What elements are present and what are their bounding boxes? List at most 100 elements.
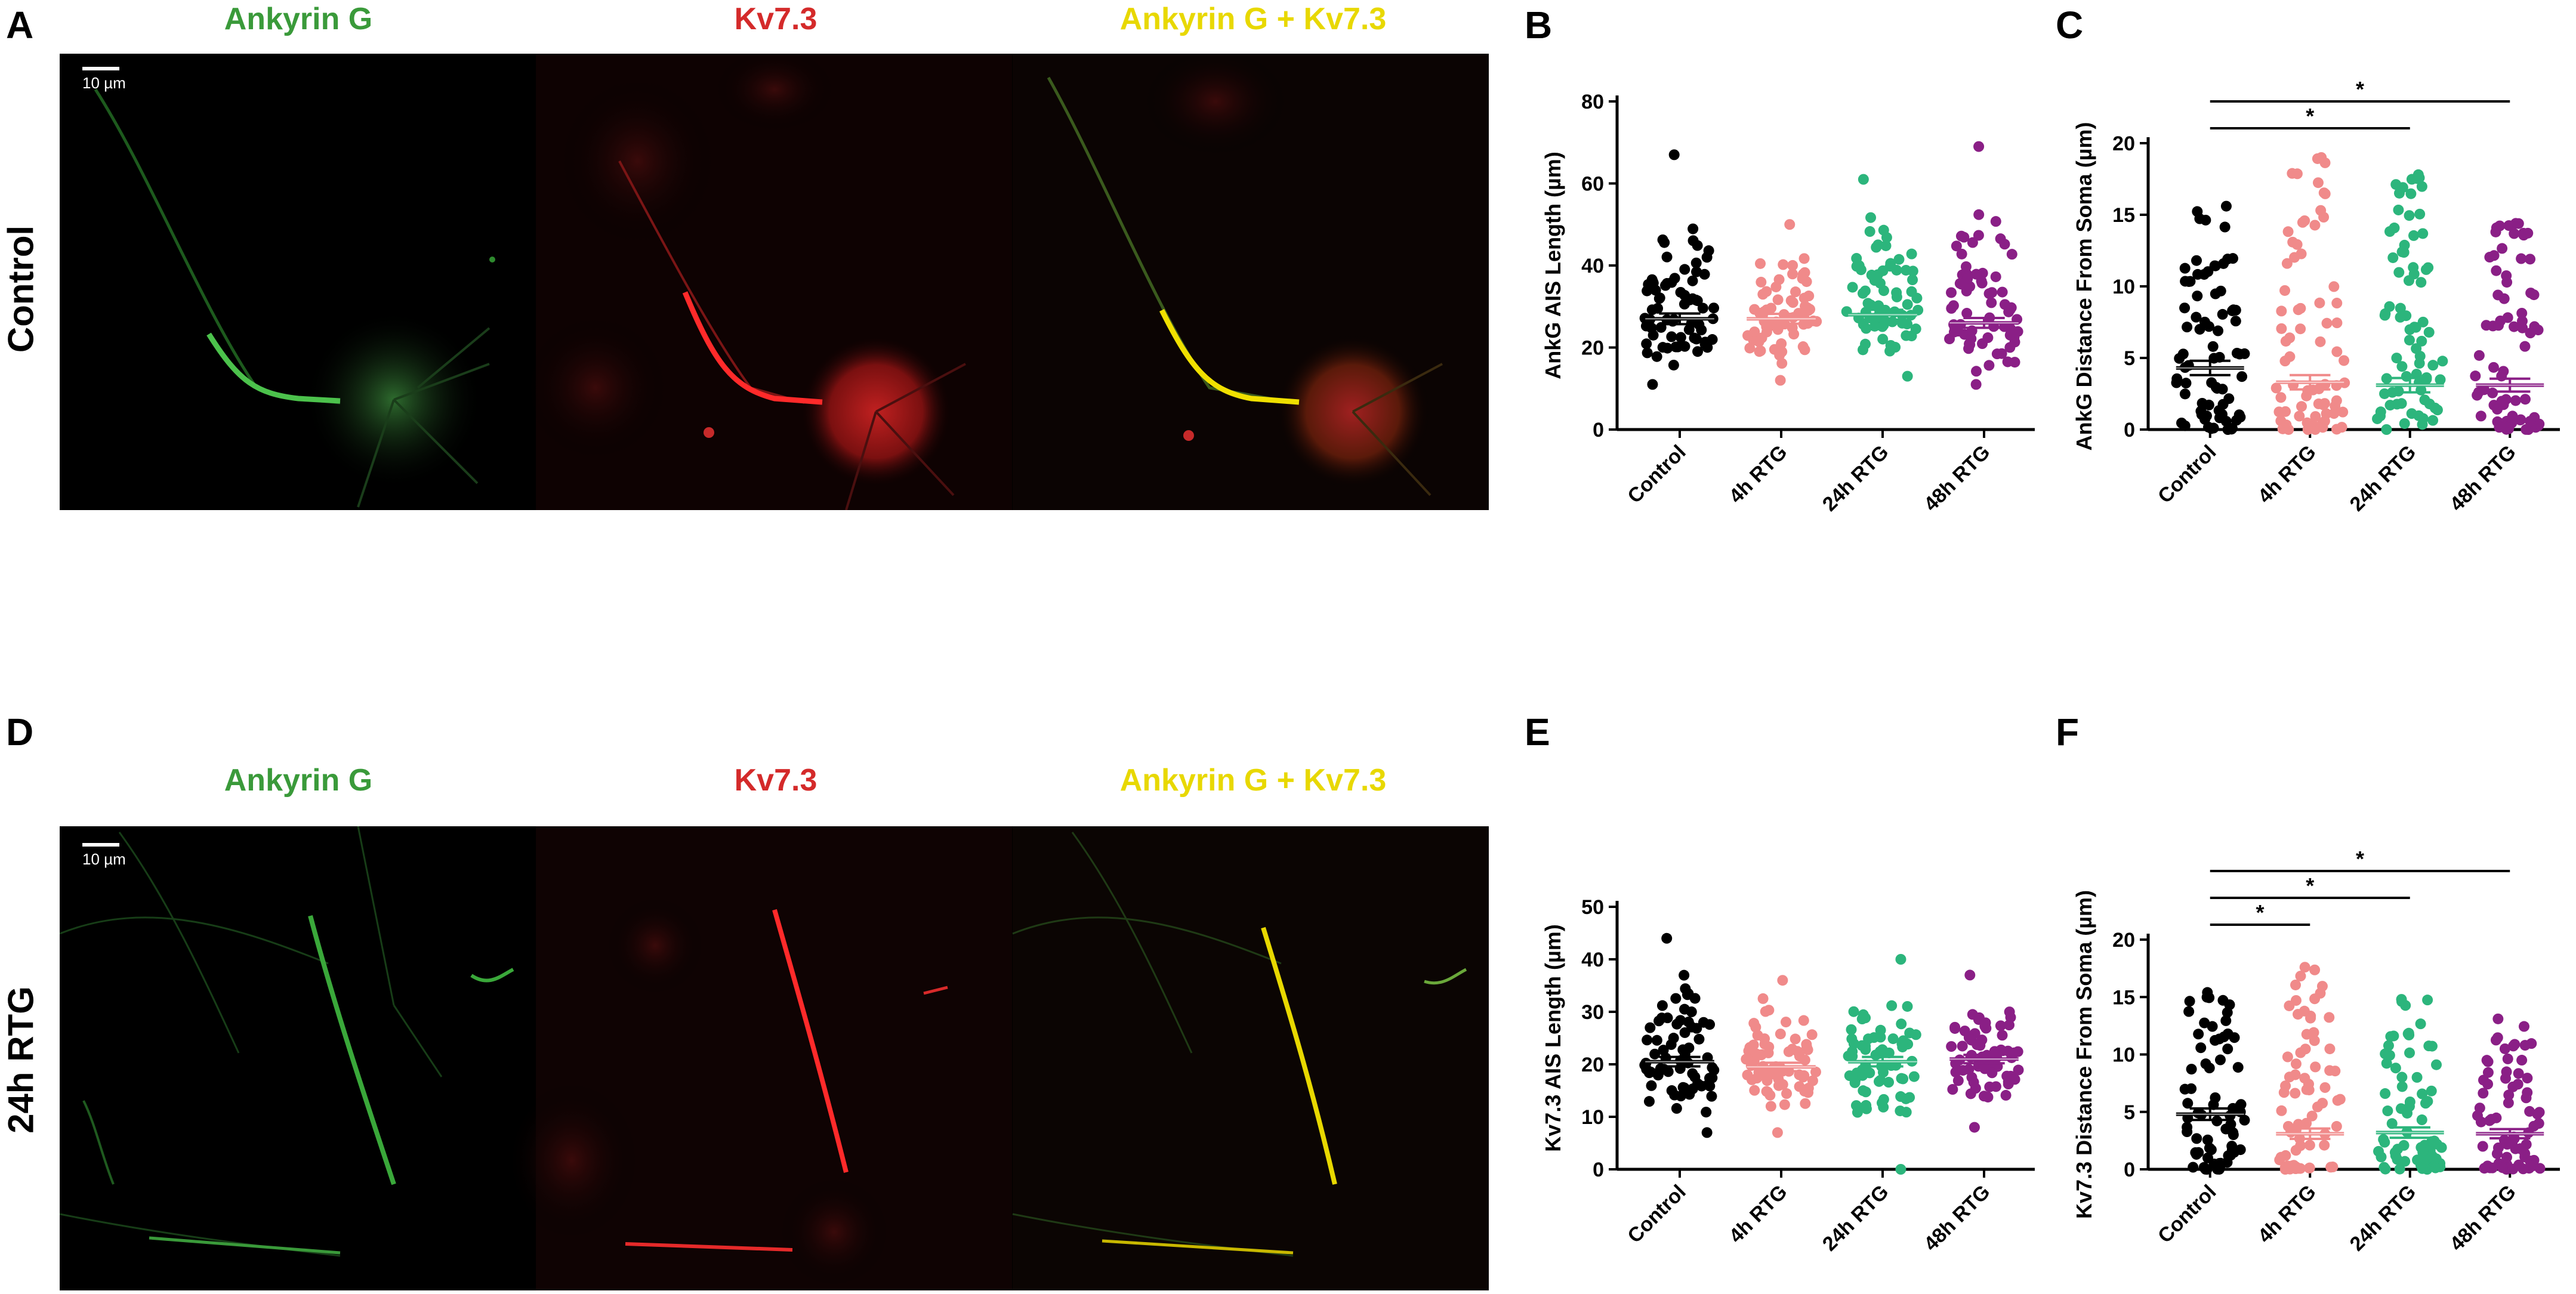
data-point bbox=[2290, 1058, 2302, 1070]
data-point bbox=[2204, 1142, 2215, 1154]
data-point bbox=[1895, 954, 1906, 965]
data-point bbox=[1679, 289, 1690, 301]
data-point bbox=[1687, 275, 1698, 286]
data-point bbox=[2475, 1116, 2486, 1128]
data-point bbox=[2435, 374, 2446, 385]
data-point bbox=[1902, 299, 1913, 310]
data-point bbox=[1779, 1099, 1790, 1110]
data-point bbox=[2381, 1058, 2392, 1069]
data-point bbox=[2488, 362, 2499, 373]
data-point bbox=[1908, 1071, 1920, 1082]
data-point bbox=[2314, 297, 2325, 308]
data-point bbox=[2426, 1085, 2437, 1097]
data-point bbox=[1778, 259, 1789, 270]
data-point bbox=[1781, 1088, 1793, 1100]
data-point bbox=[1910, 1029, 1921, 1040]
data-point bbox=[2399, 1156, 2411, 1167]
y-tick-label: 15 bbox=[2112, 204, 2135, 227]
data-point bbox=[1976, 276, 1987, 287]
data-point bbox=[1701, 1107, 1712, 1118]
data-point bbox=[2210, 288, 2221, 299]
data-point bbox=[1885, 258, 1896, 269]
data-point bbox=[1658, 1045, 1669, 1056]
data-point bbox=[1679, 1082, 1690, 1094]
data-point bbox=[1662, 1012, 1673, 1024]
data-point bbox=[1675, 1091, 1686, 1102]
data-point bbox=[1874, 1046, 1886, 1057]
data-point bbox=[2186, 1083, 2197, 1094]
data-point bbox=[2477, 1141, 2488, 1152]
x-tick-label: 24h RTG bbox=[1818, 441, 1893, 516]
data-point bbox=[2393, 204, 2404, 215]
data-point bbox=[2497, 243, 2508, 254]
data-point bbox=[2309, 964, 2321, 975]
data-point bbox=[1760, 1006, 1771, 1017]
data-point bbox=[2003, 1045, 2014, 1057]
data-point bbox=[2222, 1043, 2233, 1055]
data-point bbox=[2380, 1048, 2391, 1060]
data-point bbox=[2381, 373, 2392, 384]
series-4h-rtg bbox=[2270, 152, 2350, 435]
data-point bbox=[1777, 975, 1788, 986]
data-point bbox=[1857, 1070, 1868, 1081]
data-point bbox=[2182, 322, 2193, 333]
data-point bbox=[1787, 297, 1798, 308]
data-point bbox=[2330, 1066, 2341, 1077]
data-point bbox=[2416, 335, 2427, 347]
data-point bbox=[2278, 1087, 2290, 1098]
data-point bbox=[2518, 230, 2529, 241]
data-point bbox=[1787, 260, 1798, 271]
data-point bbox=[2408, 230, 2419, 241]
data-point bbox=[1956, 279, 1967, 290]
data-point bbox=[2309, 220, 2321, 231]
data-point bbox=[2199, 316, 2210, 328]
data-point bbox=[1799, 1054, 1810, 1066]
data-point bbox=[2304, 1162, 2315, 1173]
significance-star: * bbox=[2306, 104, 2314, 128]
data-point bbox=[2219, 221, 2231, 233]
data-point bbox=[1749, 1085, 1760, 1096]
data-point bbox=[1864, 226, 1875, 237]
data-point bbox=[1661, 278, 1673, 289]
data-point bbox=[1692, 240, 1703, 251]
data-point bbox=[2200, 214, 2211, 226]
data-point bbox=[2507, 1163, 2519, 1175]
data-point bbox=[2202, 1134, 2213, 1145]
data-point bbox=[2295, 1047, 2306, 1058]
data-point bbox=[2171, 377, 2182, 388]
data-point bbox=[1764, 1089, 1776, 1101]
data-point bbox=[2210, 1092, 2221, 1103]
data-point bbox=[2009, 1074, 2020, 1085]
data-point bbox=[2282, 226, 2294, 237]
panel-label-b: B bbox=[1525, 4, 1553, 47]
data-point bbox=[2473, 350, 2485, 361]
data-point bbox=[1650, 285, 1661, 296]
data-point bbox=[2515, 414, 2526, 425]
x-tick-label: 24h RTG bbox=[2346, 441, 2421, 516]
data-point bbox=[1861, 323, 1872, 334]
data-point bbox=[1860, 1086, 1871, 1098]
data-point bbox=[2414, 357, 2425, 369]
data-point bbox=[1969, 1122, 1980, 1133]
data-point bbox=[1895, 1164, 1906, 1175]
data-point bbox=[2427, 360, 2439, 371]
y-tick-label: 0 bbox=[2124, 419, 2135, 441]
data-point bbox=[2534, 418, 2545, 430]
data-point bbox=[1690, 257, 1702, 268]
data-point bbox=[2218, 258, 2229, 269]
data-point bbox=[2404, 1047, 2415, 1058]
data-point bbox=[1887, 1033, 1899, 1045]
data-point bbox=[2303, 1079, 2314, 1090]
data-point bbox=[2230, 304, 2241, 316]
data-point bbox=[1972, 1039, 1983, 1051]
y-tick-label: 30 bbox=[1581, 1001, 1604, 1024]
data-point bbox=[1651, 1034, 1662, 1046]
data-point bbox=[1866, 270, 1877, 281]
data-point bbox=[1647, 276, 1658, 287]
data-point bbox=[1759, 1033, 1770, 1045]
data-point bbox=[2516, 307, 2528, 319]
data-point bbox=[2423, 1040, 2435, 1052]
data-point bbox=[1860, 1012, 1871, 1024]
data-point bbox=[2384, 301, 2395, 312]
data-point bbox=[2331, 298, 2343, 309]
